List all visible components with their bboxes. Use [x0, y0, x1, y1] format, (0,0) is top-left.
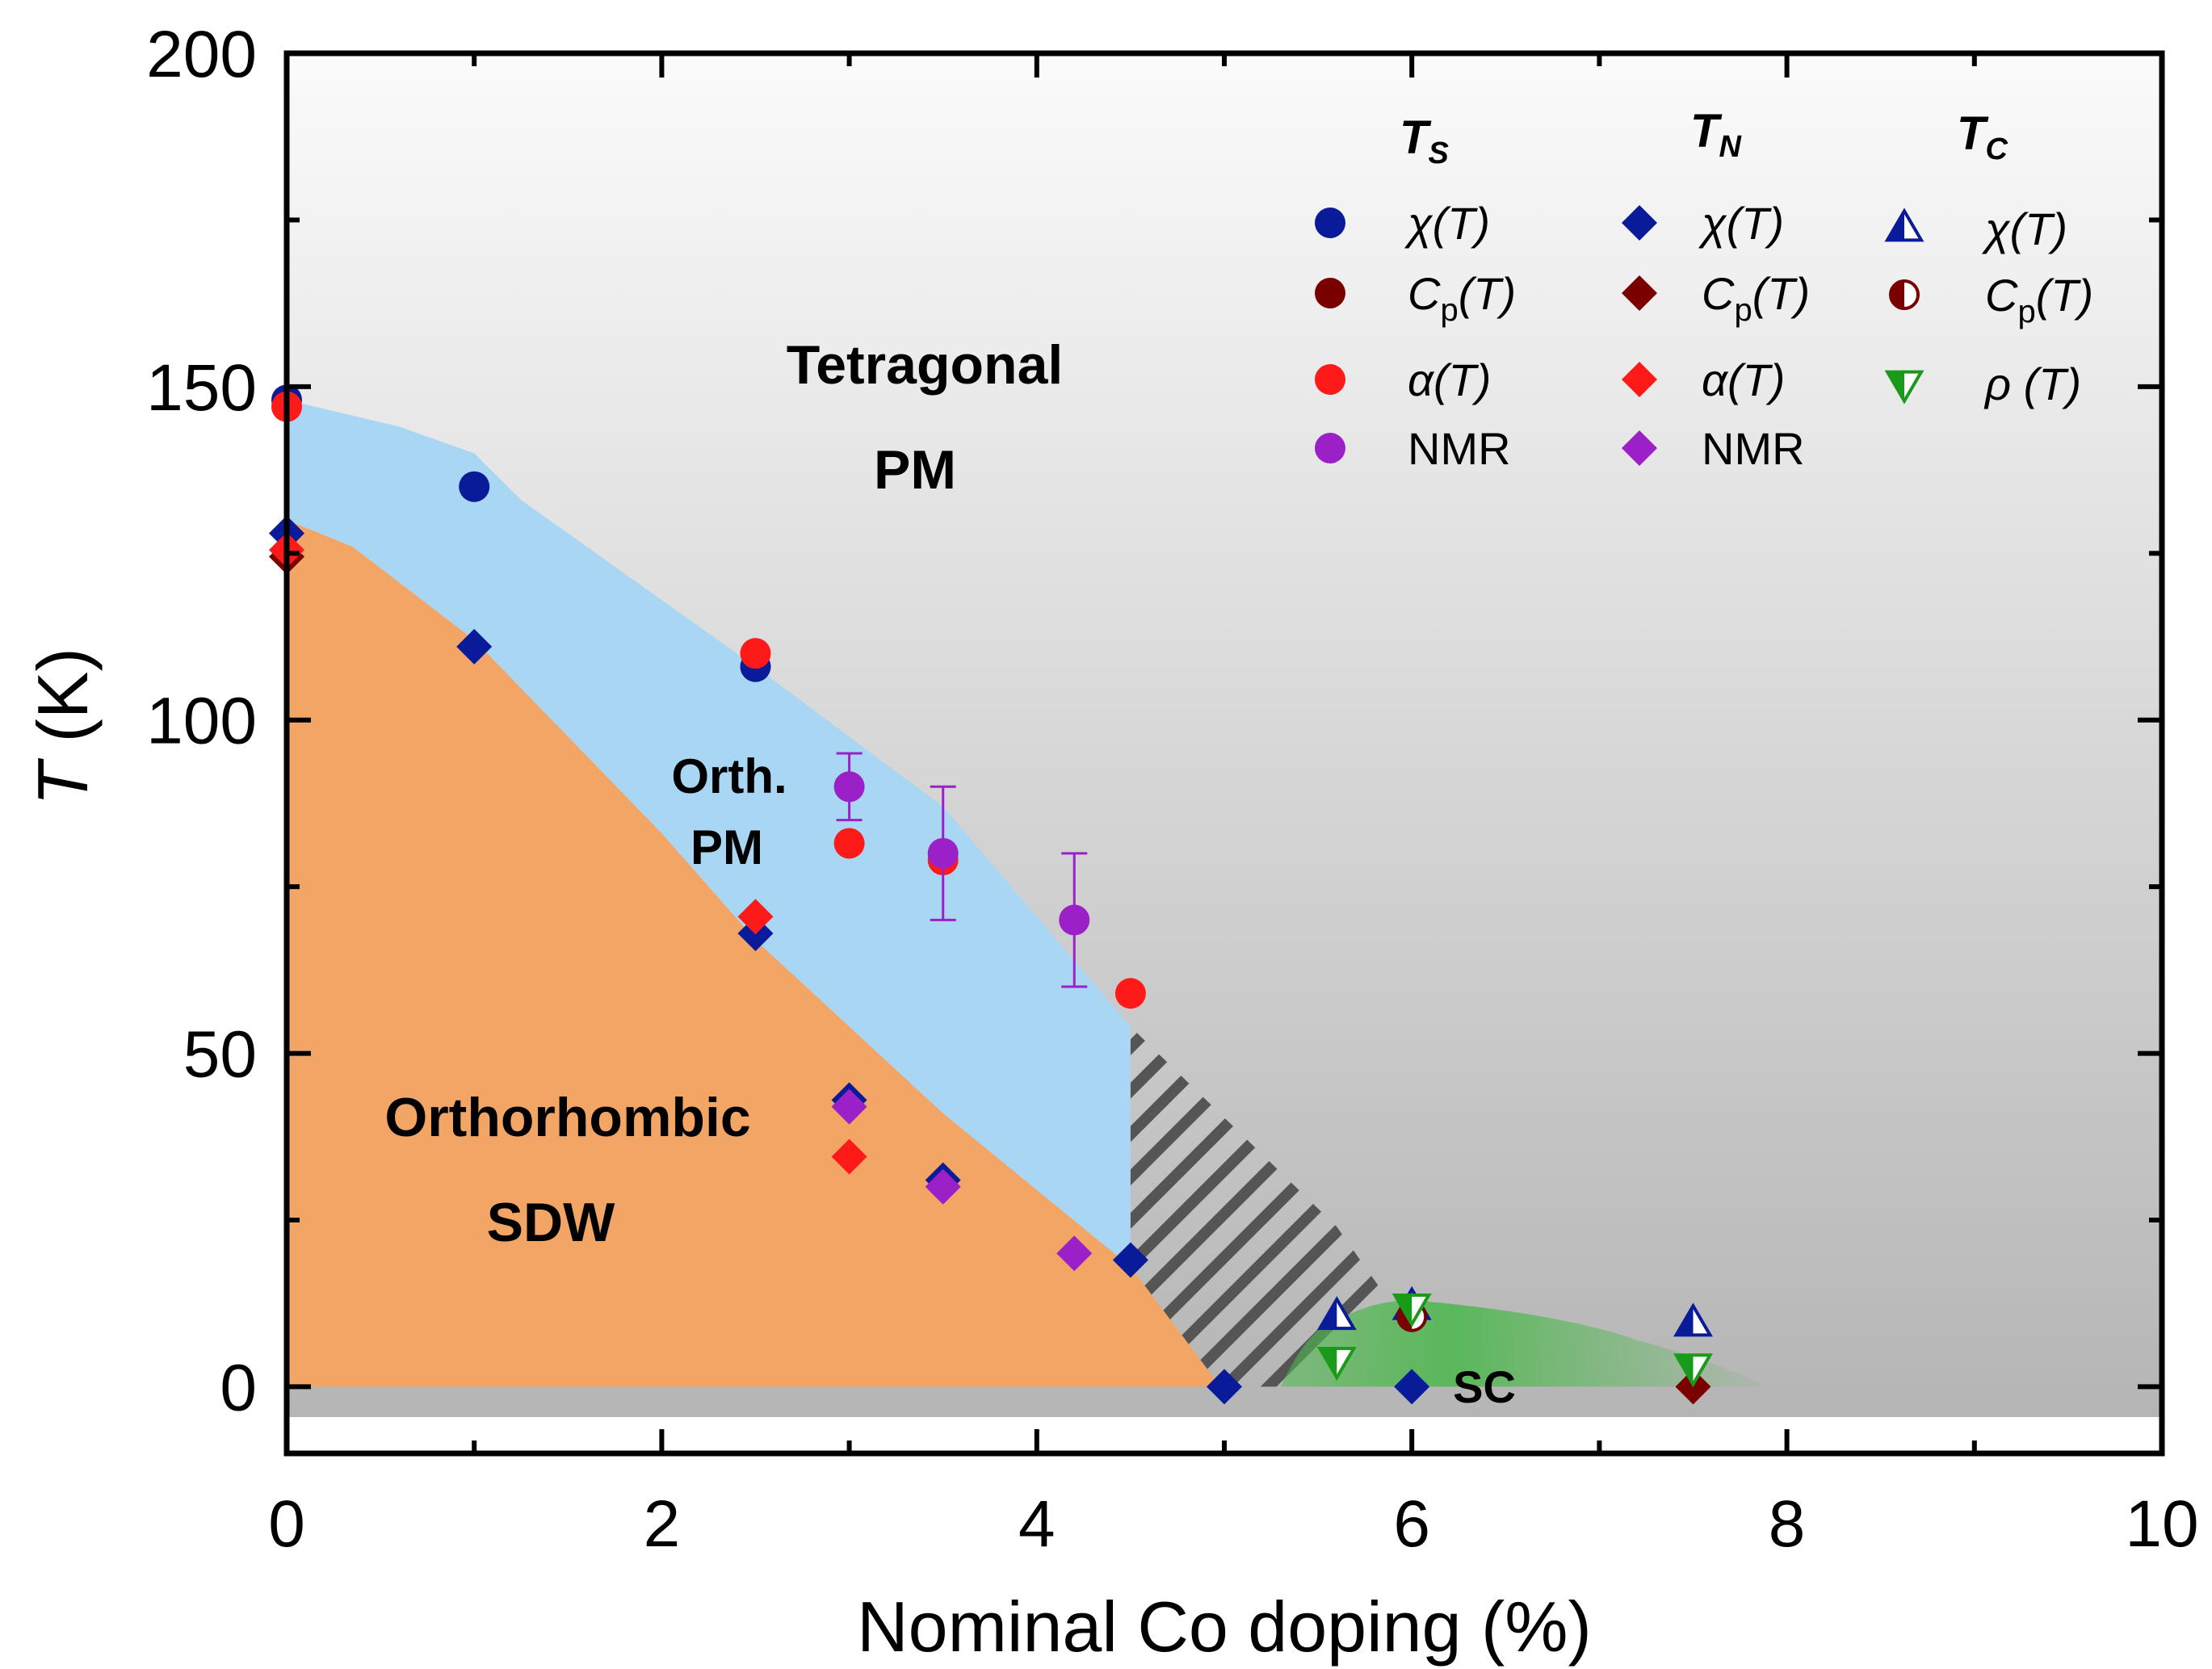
- y-axis-title: T (K): [23, 648, 103, 806]
- legend-label: NMR: [1408, 423, 1511, 474]
- data-point: [833, 828, 865, 859]
- data-point: [1673, 1302, 1713, 1337]
- legend-marker: [1622, 430, 1657, 466]
- legend-header-tc: TC: [1957, 107, 2008, 166]
- legend-marker: [1622, 275, 1657, 311]
- legend-marker: [1622, 205, 1657, 241]
- region-label-sc: SC: [1453, 1361, 1516, 1412]
- legend-marker: [1315, 208, 1345, 238]
- legend-label: Cp(T): [1408, 268, 1516, 328]
- x-tick-label: 2: [644, 1487, 681, 1561]
- legend-marker: [1889, 279, 1920, 310]
- legend-marker: [1315, 364, 1345, 395]
- y-tick-label: 0: [220, 1351, 257, 1424]
- orth-pm-region: [287, 400, 1131, 1267]
- hatched-coexistence-region: [1130, 1026, 1384, 1387]
- data-point: [1207, 1369, 1242, 1405]
- x-tick-label: 6: [1393, 1487, 1430, 1561]
- region-label-orthorhombic: Orthorhombic: [384, 1087, 750, 1148]
- legend-label: ρ (T): [1983, 359, 2081, 409]
- data-point: [456, 628, 493, 665]
- series-t-n-nmr: [831, 1088, 1093, 1272]
- data-point: [1673, 1353, 1713, 1388]
- region-label-tetragonal: Tetragonal: [787, 334, 1064, 396]
- legend-marker: [1884, 208, 1924, 242]
- x-tick-label: 10: [2125, 1487, 2198, 1561]
- data-point: [1112, 1242, 1148, 1278]
- data-point: [831, 1139, 867, 1175]
- legend-label: NMR: [1702, 423, 1805, 474]
- legend-marker: [1315, 278, 1345, 308]
- data-point: [1059, 904, 1090, 936]
- data-point: [1114, 978, 1146, 1009]
- x-tick-label: 0: [268, 1487, 305, 1561]
- legend-header-ts: TS: [1400, 111, 1449, 170]
- y-tick-label: 100: [146, 685, 257, 758]
- legend-label: χ(T): [1981, 203, 2067, 254]
- data-point: [1316, 1296, 1357, 1331]
- data-point: [833, 771, 865, 803]
- y-tick-label: 200: [146, 18, 257, 91]
- legend-header-tn: TN: [1690, 105, 1742, 164]
- legend-label: χ(T): [1404, 198, 1490, 249]
- legend-label: α(T): [1408, 354, 1491, 405]
- series-t-c-rho-t-: [1316, 1293, 1713, 1388]
- x-tick-label: 4: [1018, 1487, 1056, 1561]
- region-label-orth-pm: PM: [690, 820, 763, 874]
- legend-label: Cp(T): [1702, 268, 1810, 328]
- data-point: [1056, 1235, 1093, 1272]
- legend-marker: [1884, 370, 1924, 405]
- data-point: [459, 471, 490, 502]
- y-tick-label: 50: [183, 1018, 257, 1092]
- data-point: [1394, 1369, 1430, 1405]
- series-t-s-nmr: [833, 752, 1090, 988]
- data-point: [737, 899, 774, 935]
- legend-label: α(T): [1702, 354, 1785, 405]
- x-tick-label: 8: [1769, 1487, 1806, 1561]
- data-point: [925, 1168, 961, 1205]
- axis-ticks: [284, 51, 2164, 1453]
- region-label-tetragonal-pm: PM: [874, 439, 956, 501]
- data-point: [1391, 1293, 1432, 1327]
- data-point: [740, 638, 771, 669]
- data-point: [831, 1088, 867, 1125]
- legend-label: Cp(T): [1985, 270, 2093, 329]
- series-t-n-alpha-t-: [269, 532, 867, 1175]
- region-label-sdw: SDW: [487, 1192, 615, 1253]
- legend: TS TN TC χ(T) Cp(T) α(T) NMR χ(T) Cp(T) α(T) NM…: [1315, 105, 2093, 474]
- data-point: [927, 837, 959, 869]
- legend-label: χ(T): [1698, 198, 1784, 249]
- y-tick-label: 150: [146, 351, 257, 425]
- orthorhombic-sdw-region: [287, 520, 1221, 1387]
- x-axis-title: Nominal Co doping (%): [857, 1587, 1592, 1667]
- legend-marker: [1622, 362, 1657, 397]
- legend-marker: [1315, 433, 1345, 463]
- region-label-orth: Orth.: [671, 749, 787, 803]
- data-point: [1316, 1347, 1357, 1381]
